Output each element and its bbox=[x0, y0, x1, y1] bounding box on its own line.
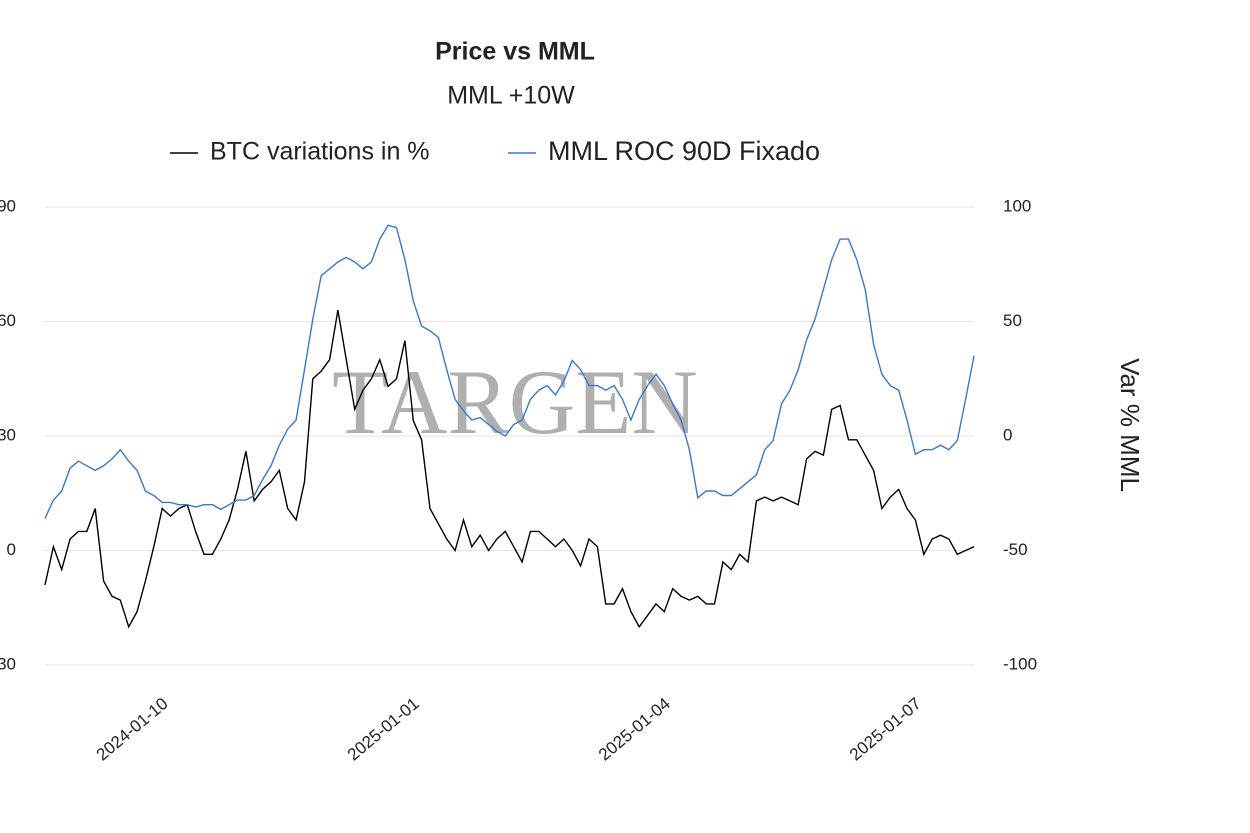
y-tick-label: -30 bbox=[0, 654, 16, 673]
x-tick-label: 2024-01-10 bbox=[93, 694, 172, 764]
y2-tick-label: 50 bbox=[1003, 311, 1022, 330]
legend-label: MML ROC 90D Fixado bbox=[548, 136, 820, 166]
watermark: TARGEN bbox=[332, 351, 698, 453]
y-tick-label: 60 bbox=[0, 311, 16, 330]
y2-axis-label: Var % MML bbox=[1115, 358, 1145, 492]
y2-tick-label: 0 bbox=[1003, 425, 1012, 444]
chart-title: Price vs MML bbox=[435, 38, 595, 66]
x-tick-label: 2025-01-01 bbox=[344, 694, 423, 764]
line-series bbox=[44, 224, 975, 519]
y-tick-label: 90 bbox=[0, 196, 16, 215]
x-tick-label: 2025-01-04 bbox=[595, 694, 674, 764]
legend-label: BTC variations in % bbox=[210, 138, 430, 166]
y-tick-label: 30 bbox=[0, 425, 16, 444]
line-series bbox=[44, 309, 975, 629]
y2-tick-label: -50 bbox=[1003, 540, 1028, 559]
chart-subtitle: MML +10W bbox=[447, 82, 575, 110]
x-tick-label: 2025-01-07 bbox=[846, 694, 925, 764]
y2-tick-label: -100 bbox=[1003, 654, 1037, 673]
y2-tick-label: 100 bbox=[1003, 196, 1031, 215]
y-tick-label: 0 bbox=[7, 540, 16, 559]
